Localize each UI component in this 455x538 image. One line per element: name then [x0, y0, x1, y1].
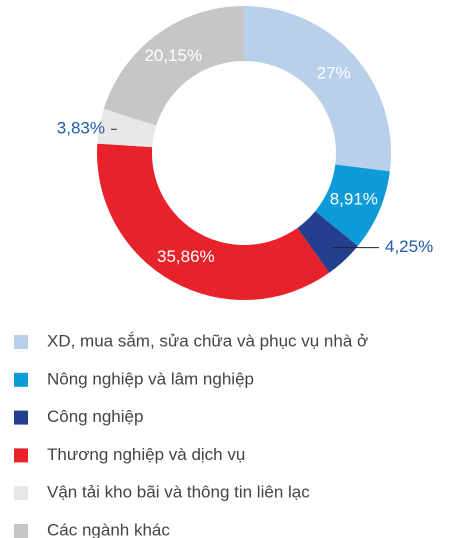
donut-segment — [97, 143, 330, 300]
value-label: 27% — [317, 63, 351, 82]
donut-segment — [244, 6, 391, 172]
legend-swatch — [14, 372, 28, 387]
legend-label: XD, mua sắm, sửa chữa và phục vụ nhà ở — [47, 331, 368, 350]
value-label: 8,91% — [330, 190, 378, 209]
value-label: 35,86% — [157, 247, 215, 266]
value-label: 4,25% — [385, 237, 433, 256]
legend-label: Công nghiệp — [47, 407, 143, 426]
donut-segment — [103, 6, 244, 126]
value-label: 3,83% — [57, 119, 105, 138]
value-label: 20,15% — [144, 46, 202, 65]
donut-segment — [297, 211, 358, 273]
legend-label: Nông nghiệp và lâm nghiệp — [47, 369, 254, 388]
legend-swatch — [14, 486, 28, 501]
legend-swatch — [14, 524, 28, 538]
legend-label: Các ngành khác — [47, 520, 170, 538]
legend-label: Thương nghiệp và dịch vụ — [47, 445, 245, 464]
legend-swatch — [14, 448, 28, 463]
legend-swatch — [14, 410, 28, 425]
legend-swatch — [14, 335, 28, 349]
donut-segment — [315, 164, 390, 247]
donut-segment — [97, 108, 157, 148]
legend-label: Vận tải kho bãi và thông tin liên lạc — [47, 483, 310, 502]
